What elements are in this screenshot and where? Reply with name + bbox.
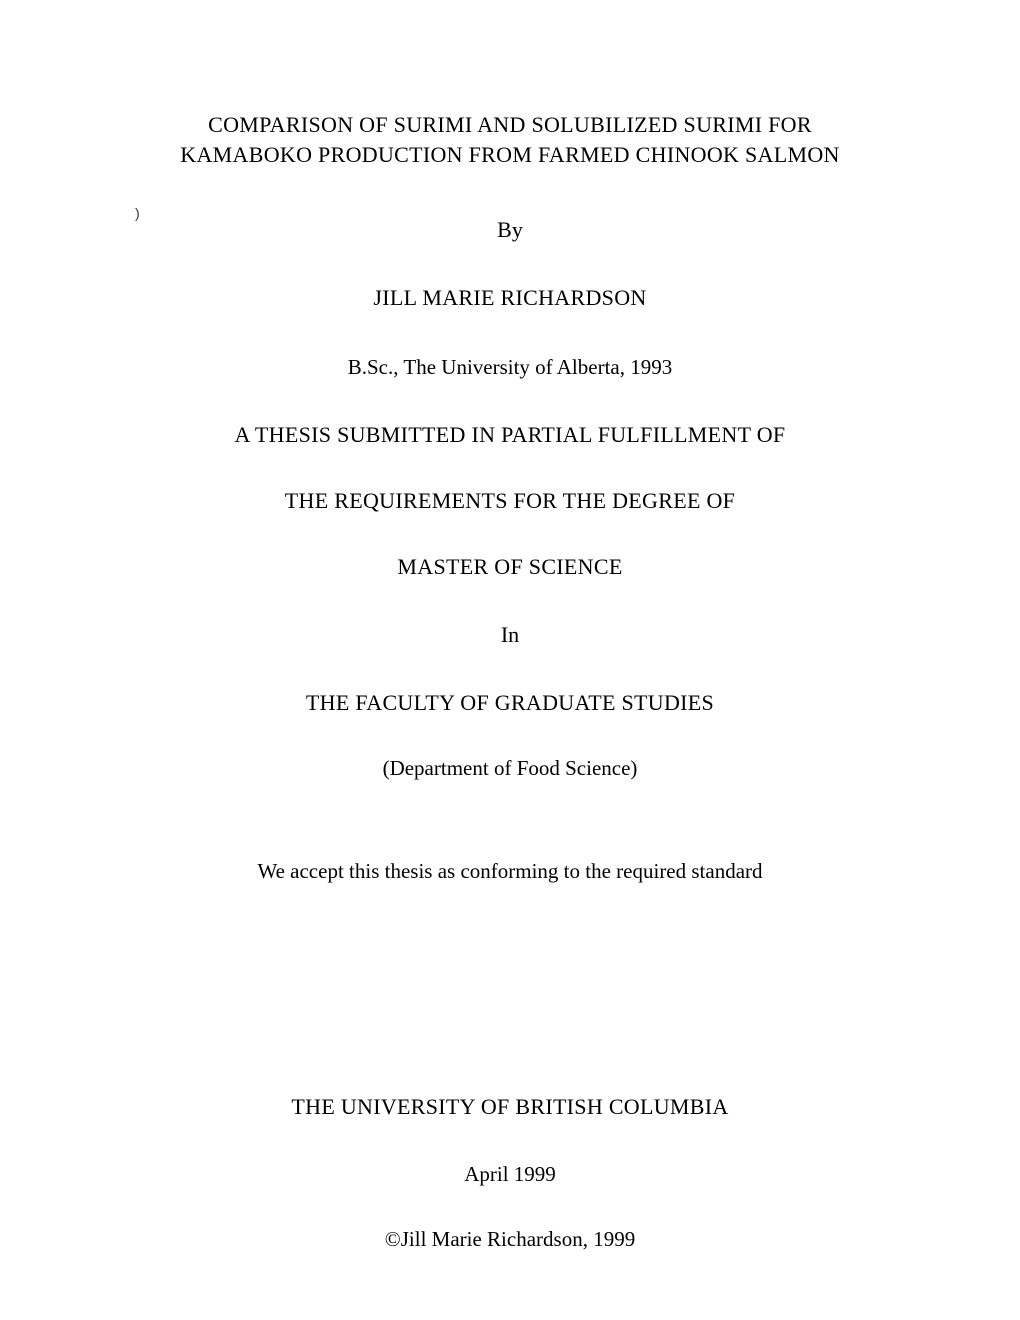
acceptance-statement: We accept this thesis as conforming to t… [100, 859, 920, 884]
faculty-name: THE FACULTY OF GRADUATE STUDIES [100, 690, 920, 716]
thesis-title: COMPARISON OF SURIMI AND SOLUBILIZED SUR… [100, 110, 920, 169]
department-name: (Department of Food Science) [100, 756, 920, 781]
degree-name: MASTER OF SCIENCE [100, 554, 920, 580]
title-line-2: KAMABOKO PRODUCTION FROM FARMED CHINOOK … [100, 140, 920, 170]
author-name: JILL MARIE RICHARDSON [100, 285, 920, 311]
thesis-statement-line-2: THE REQUIREMENTS FOR THE DEGREE OF [100, 488, 920, 514]
copyright-notice: ©Jill Marie Richardson, 1999 [100, 1227, 920, 1252]
prior-degree: B.Sc., The University of Alberta, 1993 [100, 355, 920, 380]
title-line-1: COMPARISON OF SURIMI AND SOLUBILIZED SUR… [100, 110, 920, 140]
by-label: By [100, 217, 920, 243]
thesis-statement-line-1: A THESIS SUBMITTED IN PARTIAL FULFILLMEN… [100, 422, 920, 448]
thesis-title-page: COMPARISON OF SURIMI AND SOLUBILIZED SUR… [100, 110, 920, 1252]
submission-date: April 1999 [100, 1162, 920, 1187]
in-label: In [100, 622, 920, 648]
stray-scan-mark: ) [135, 205, 140, 221]
university-name: THE UNIVERSITY OF BRITISH COLUMBIA [100, 1094, 920, 1120]
